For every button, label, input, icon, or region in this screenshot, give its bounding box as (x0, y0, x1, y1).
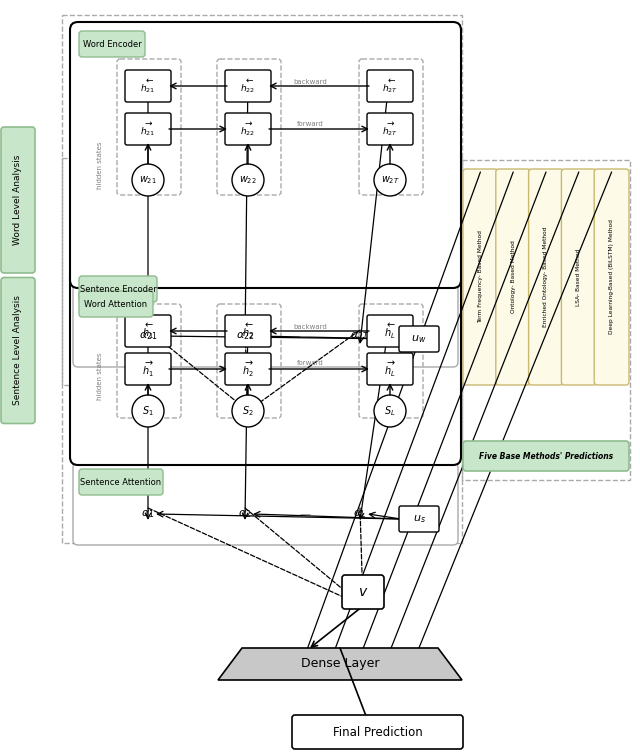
Text: Sentence Encoder: Sentence Encoder (79, 285, 156, 294)
Text: $\overrightarrow{h_{22}}$: $\overrightarrow{h_{22}}$ (241, 120, 255, 138)
Circle shape (374, 395, 406, 427)
Polygon shape (218, 648, 462, 680)
FancyBboxPatch shape (225, 113, 271, 145)
Text: $\overleftarrow{h_2}$: $\overleftarrow{h_2}$ (242, 322, 254, 340)
Text: LSA- Based Method: LSA- Based Method (576, 248, 581, 306)
Text: $u_s$: $u_s$ (413, 513, 426, 525)
FancyBboxPatch shape (79, 291, 153, 317)
Text: $\alpha_{22}$: $\alpha_{22}$ (236, 330, 254, 342)
FancyBboxPatch shape (367, 353, 413, 385)
FancyBboxPatch shape (496, 169, 531, 385)
Text: $u_w$: $u_w$ (412, 333, 427, 345)
Bar (62, 158, 462, 543)
Text: $\overleftarrow{h_1}$: $\overleftarrow{h_1}$ (142, 322, 154, 340)
Text: hidden states: hidden states (97, 352, 103, 400)
FancyBboxPatch shape (463, 169, 498, 385)
Text: Enriched Ontology- Based Method: Enriched Ontology- Based Method (543, 227, 548, 328)
Text: —: — (300, 331, 310, 341)
FancyBboxPatch shape (399, 326, 439, 352)
Text: $S_2$: $S_2$ (242, 404, 254, 418)
FancyBboxPatch shape (367, 113, 413, 145)
Text: Word Attention: Word Attention (84, 300, 148, 309)
Text: $\overrightarrow{h_2}$: $\overrightarrow{h_2}$ (242, 359, 254, 379)
Text: backward: backward (293, 324, 327, 330)
FancyBboxPatch shape (1, 127, 35, 273)
Text: Ontology- Based Method: Ontology- Based Method (511, 241, 516, 313)
Text: $\mathit{v}$: $\mathit{v}$ (358, 585, 368, 599)
FancyBboxPatch shape (529, 169, 563, 385)
Text: $\alpha_1$: $\alpha_1$ (141, 508, 155, 520)
Text: $\alpha_{21}$: $\alpha_{21}$ (139, 330, 157, 342)
Text: Dense Layer: Dense Layer (301, 657, 380, 670)
Text: $\overleftarrow{h_{22}}$: $\overleftarrow{h_{22}}$ (241, 78, 255, 95)
Text: $\overrightarrow{h_L}$: $\overrightarrow{h_L}$ (384, 359, 396, 379)
FancyBboxPatch shape (1, 278, 35, 423)
FancyBboxPatch shape (561, 169, 596, 385)
Text: Sentence Level Analysis: Sentence Level Analysis (13, 296, 22, 405)
Text: Final Prediction: Final Prediction (333, 725, 422, 739)
FancyBboxPatch shape (225, 315, 271, 347)
Text: $S_1$: $S_1$ (142, 404, 154, 418)
Text: forward: forward (296, 121, 323, 127)
FancyBboxPatch shape (79, 31, 145, 57)
Text: $w_{22}$: $w_{22}$ (239, 174, 257, 186)
Text: $\overleftarrow{h_{21}}$: $\overleftarrow{h_{21}}$ (140, 78, 156, 95)
FancyBboxPatch shape (367, 70, 413, 102)
FancyBboxPatch shape (73, 463, 458, 545)
FancyBboxPatch shape (594, 169, 629, 385)
Text: backward: backward (293, 79, 327, 85)
Text: $\overleftarrow{h_{2T}}$: $\overleftarrow{h_{2T}}$ (382, 78, 398, 95)
FancyBboxPatch shape (125, 113, 171, 145)
Text: hidden states: hidden states (97, 142, 103, 189)
Text: Term Frequency- Based Method: Term Frequency- Based Method (478, 230, 483, 324)
FancyBboxPatch shape (367, 315, 413, 347)
Text: Word Encoder: Word Encoder (83, 39, 141, 48)
Text: Five Base Methods' Predictions: Five Base Methods' Predictions (479, 452, 613, 461)
FancyBboxPatch shape (70, 22, 461, 288)
Text: —: — (300, 509, 310, 519)
Circle shape (132, 164, 164, 196)
Text: $w_{21}$: $w_{21}$ (139, 174, 157, 186)
FancyBboxPatch shape (79, 276, 157, 302)
Text: $\alpha_{2T}$: $\alpha_{2T}$ (350, 330, 370, 342)
Text: $\overrightarrow{h_{21}}$: $\overrightarrow{h_{21}}$ (140, 120, 156, 138)
FancyBboxPatch shape (73, 285, 458, 367)
Text: $\overleftarrow{h_L}$: $\overleftarrow{h_L}$ (384, 322, 396, 340)
Bar (62, 15, 462, 385)
Circle shape (232, 164, 264, 196)
Text: Word Level Analysis: Word Level Analysis (13, 155, 22, 245)
FancyBboxPatch shape (225, 353, 271, 385)
Circle shape (132, 395, 164, 427)
FancyBboxPatch shape (125, 353, 171, 385)
Circle shape (374, 164, 406, 196)
FancyBboxPatch shape (225, 70, 271, 102)
FancyBboxPatch shape (125, 315, 171, 347)
FancyBboxPatch shape (463, 441, 629, 471)
Text: Sentence Attention: Sentence Attention (81, 477, 161, 486)
Text: $\alpha_L$: $\alpha_L$ (353, 508, 367, 520)
FancyBboxPatch shape (79, 469, 163, 495)
FancyBboxPatch shape (292, 715, 463, 749)
FancyBboxPatch shape (399, 506, 439, 532)
FancyBboxPatch shape (70, 267, 461, 465)
Text: $S_L$: $S_L$ (384, 404, 396, 418)
Text: forward: forward (296, 360, 323, 366)
Circle shape (232, 395, 264, 427)
FancyBboxPatch shape (125, 70, 171, 102)
Bar (462, 160, 630, 480)
Text: $w_{2T}$: $w_{2T}$ (381, 174, 399, 186)
Text: Deep Learning-Based (BiLSTM) Method: Deep Learning-Based (BiLSTM) Method (609, 220, 614, 334)
Text: $\alpha_2$: $\alpha_2$ (238, 508, 252, 520)
Text: $\overrightarrow{h_{2T}}$: $\overrightarrow{h_{2T}}$ (382, 120, 398, 138)
FancyBboxPatch shape (342, 575, 384, 609)
Text: $\overrightarrow{h_1}$: $\overrightarrow{h_1}$ (142, 359, 154, 379)
